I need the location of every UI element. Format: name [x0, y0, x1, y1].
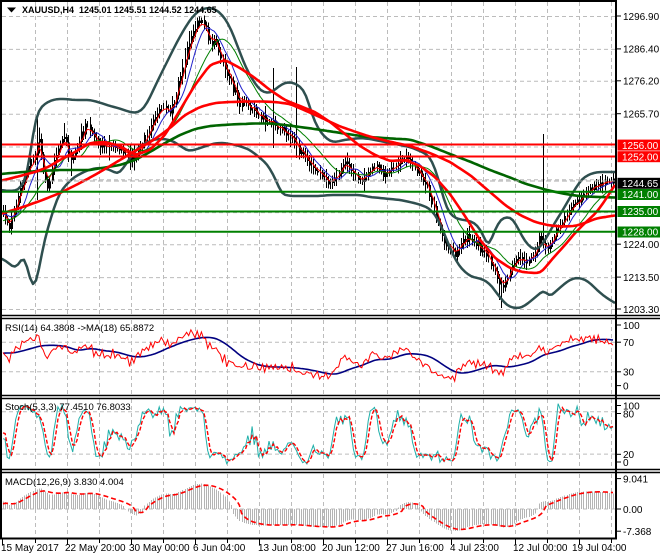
svg-text:22 May 20:00: 22 May 20:00 [65, 543, 126, 554]
svg-text:1203.30: 1203.30 [623, 305, 660, 316]
svg-text:70: 70 [623, 338, 635, 349]
svg-text:100: 100 [623, 401, 640, 412]
svg-text:9.041: 9.041 [623, 474, 648, 485]
svg-text:MACD(12,26,9) 3.830 4.004: MACD(12,26,9) 3.830 4.004 [5, 477, 124, 488]
svg-text:XAUUSD,H4 1245.01 1245.51 124: XAUUSD,H4 1245.01 1245.51 1244.52 1244.6… [22, 5, 217, 15]
svg-text:1256.00: 1256.00 [622, 141, 659, 152]
svg-text:1252.00: 1252.00 [622, 152, 659, 163]
svg-text:Stoch(5,3,3) 77.4510 76.8033: Stoch(5,3,3) 77.4510 76.8033 [5, 402, 131, 413]
svg-text:30: 30 [623, 368, 635, 379]
svg-text:1276.20: 1276.20 [623, 77, 660, 88]
svg-text:1265.70: 1265.70 [623, 110, 660, 121]
svg-text:1244.65: 1244.65 [622, 179, 659, 190]
svg-text:27 Jun 16:00: 27 Jun 16:00 [386, 543, 444, 554]
svg-text:1213.50: 1213.50 [623, 273, 660, 284]
svg-text:20 Jun 12:00: 20 Jun 12:00 [322, 543, 380, 554]
svg-text:1228.00: 1228.00 [622, 228, 659, 239]
svg-text:15 May 2017: 15 May 2017 [1, 543, 59, 554]
svg-text:30 May 00:00: 30 May 00:00 [129, 543, 190, 554]
svg-text:1296.90: 1296.90 [623, 12, 660, 23]
svg-text:0: 0 [623, 458, 629, 469]
svg-text:1235.00: 1235.00 [622, 207, 659, 218]
svg-text:80: 80 [623, 409, 635, 420]
svg-text:RSI(14) 64.3808 ->MA(18) 65.8: RSI(14) 64.3808 ->MA(18) 65.8872 [5, 323, 154, 334]
svg-text:0: 0 [623, 381, 629, 392]
svg-text:1286.40: 1286.40 [623, 45, 660, 56]
svg-text:1224.00: 1224.00 [623, 240, 660, 251]
svg-text:0.00: 0.00 [623, 505, 643, 516]
svg-text:-7.368: -7.368 [623, 527, 652, 538]
svg-text:19 Jul 04:00: 19 Jul 04:00 [572, 543, 627, 554]
svg-text:20: 20 [623, 450, 635, 461]
svg-text:6 Jun 04:00: 6 Jun 04:00 [193, 543, 246, 554]
svg-text:12 Jul 00:00: 12 Jul 00:00 [513, 543, 568, 554]
svg-text:1241.00: 1241.00 [622, 190, 659, 201]
svg-text:100: 100 [623, 321, 640, 332]
svg-text:4 Jul 23:00: 4 Jul 23:00 [450, 543, 499, 554]
svg-text:13 Jun 08:00: 13 Jun 08:00 [258, 543, 316, 554]
